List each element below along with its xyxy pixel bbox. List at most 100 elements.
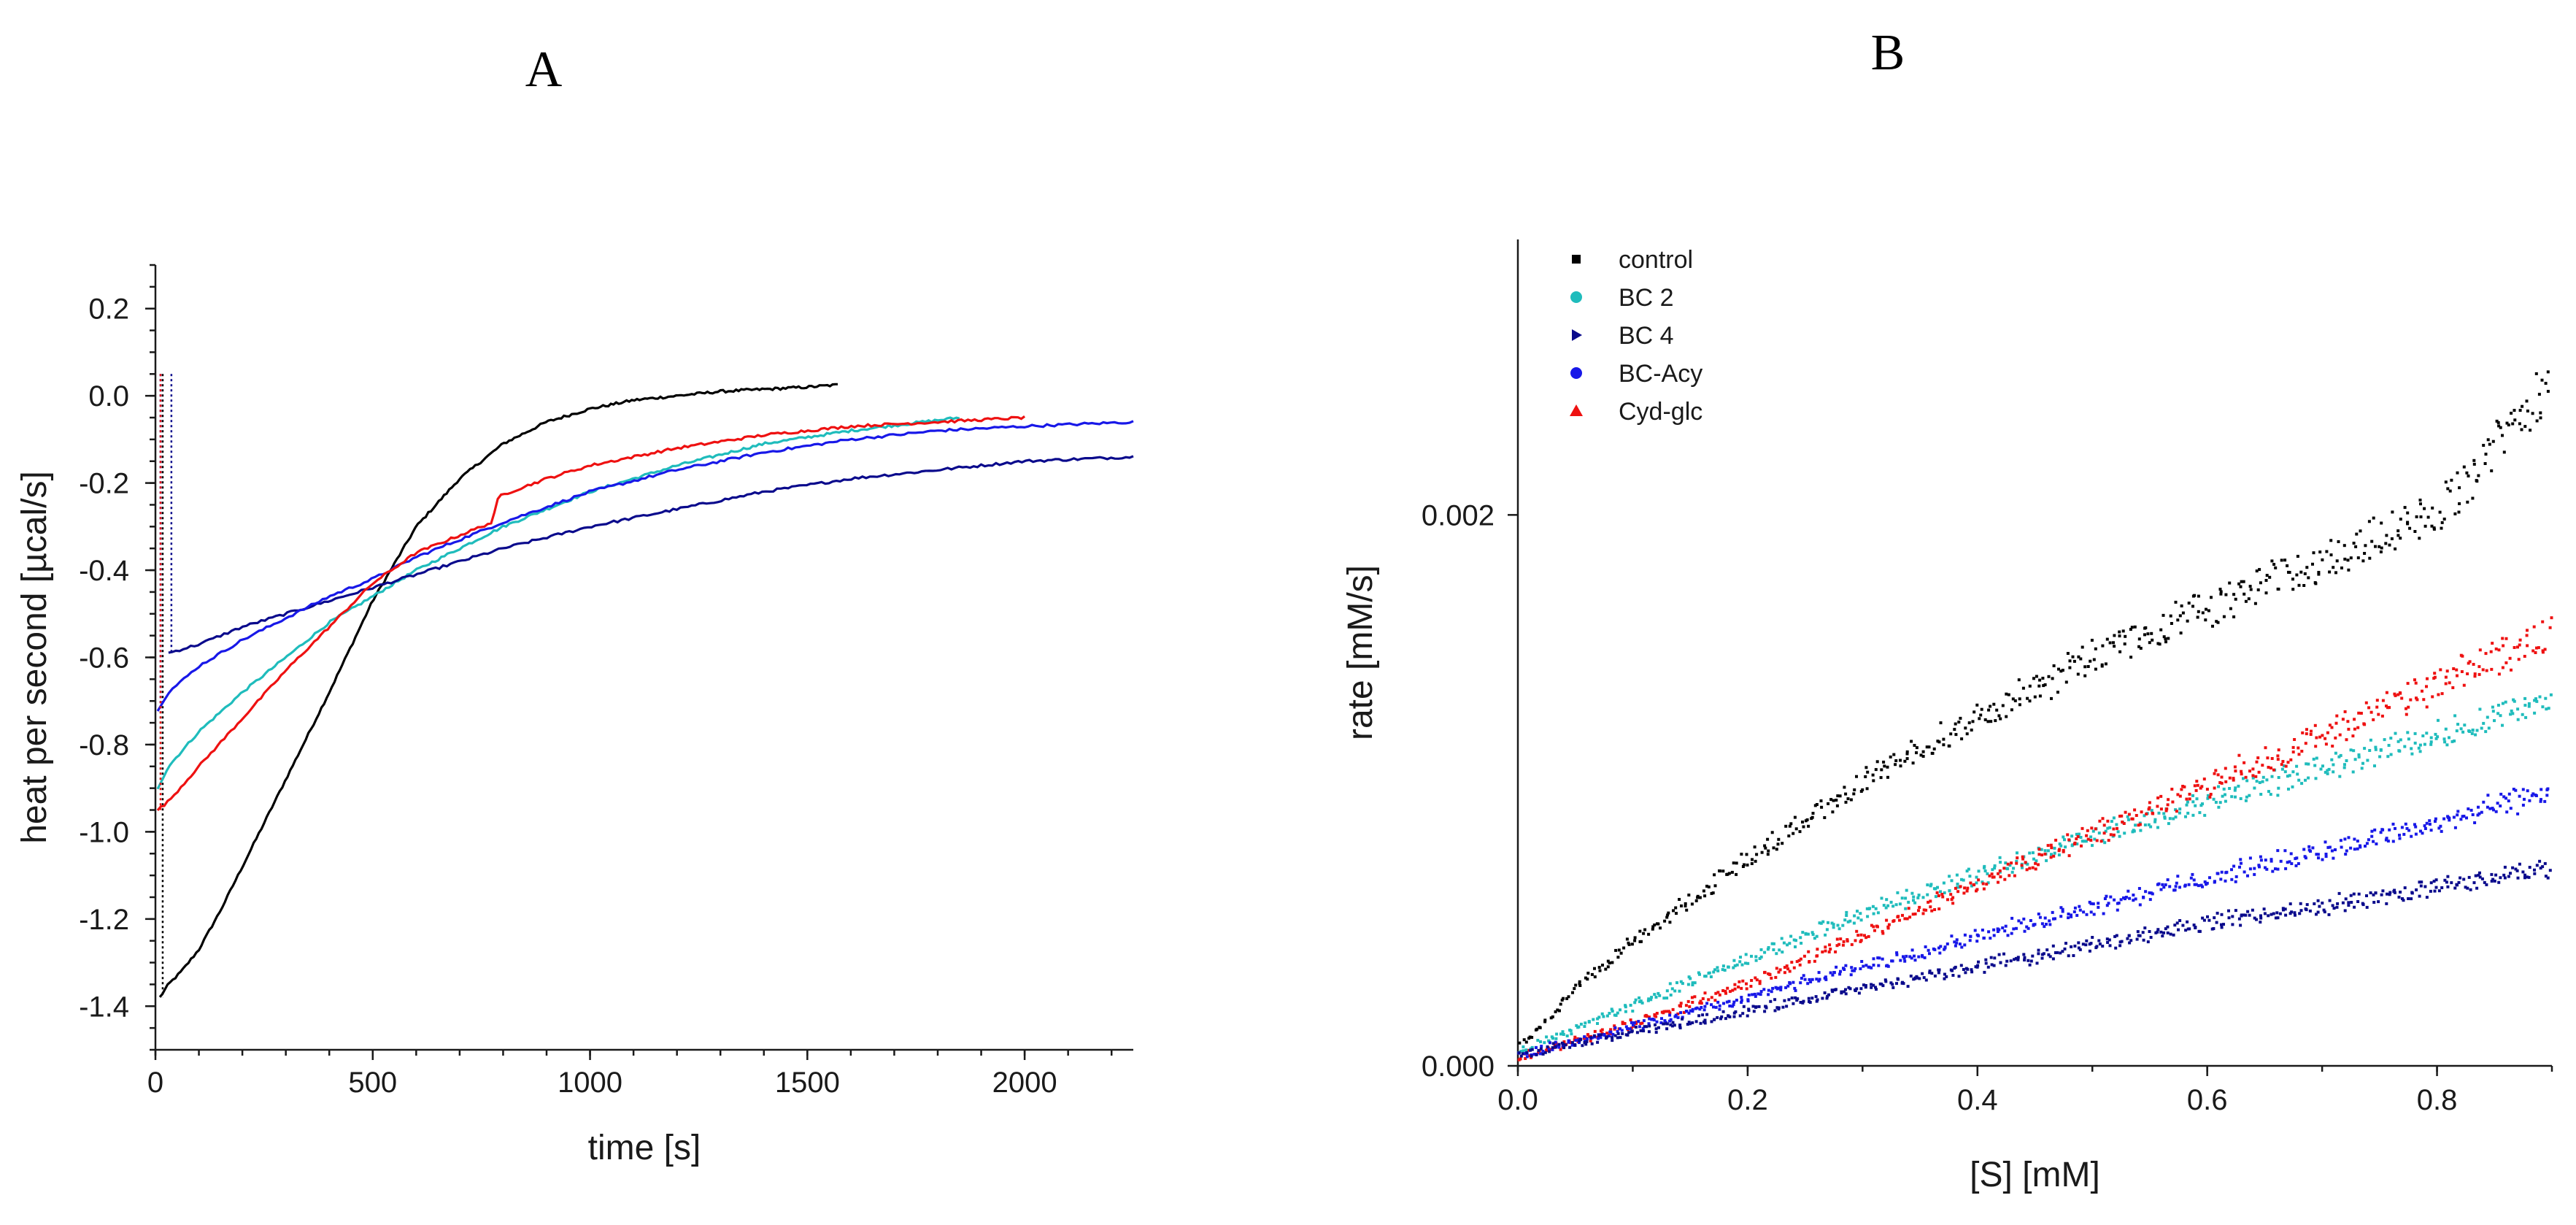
data-point-bc-2 bbox=[2221, 794, 2224, 798]
data-point-bc-acy bbox=[2220, 870, 2224, 874]
data-point-cyd-glc bbox=[2398, 691, 2402, 694]
data-point-bc-acy bbox=[2469, 808, 2473, 812]
data-point-bc-4 bbox=[2523, 876, 2526, 880]
y-tick-label: 0.0 bbox=[88, 380, 129, 412]
data-point-cyd-glc bbox=[2516, 645, 2519, 649]
data-point-bc-2 bbox=[2389, 753, 2393, 756]
data-point-bc-4 bbox=[2503, 876, 2507, 880]
data-point-cyd-glc bbox=[2159, 794, 2163, 798]
data-point-bc-4 bbox=[2464, 886, 2467, 889]
data-point-bc-4 bbox=[1541, 1052, 1545, 1056]
data-point-bc-acy bbox=[2421, 832, 2424, 835]
data-point-bc-2 bbox=[1821, 920, 1825, 923]
data-point-bc-acy bbox=[1973, 929, 1977, 932]
data-point-cyd-glc bbox=[2232, 777, 2235, 780]
data-point-bc-acy bbox=[1835, 965, 1838, 969]
data-point-control bbox=[1743, 863, 1746, 867]
data-point-bc-4 bbox=[2445, 880, 2448, 884]
data-point-bc-4 bbox=[2453, 886, 2457, 890]
data-point-control bbox=[1524, 1040, 1528, 1044]
data-point-bc-acy bbox=[1818, 978, 1821, 981]
data-point-control bbox=[2057, 667, 2060, 671]
data-point-control bbox=[1571, 991, 1574, 994]
data-point-bc-acy bbox=[2482, 800, 2486, 804]
data-point-control bbox=[2431, 506, 2434, 510]
data-point-control bbox=[2484, 453, 2488, 456]
data-point-bc-acy bbox=[2516, 812, 2520, 815]
data-point-bc-2 bbox=[2524, 715, 2528, 719]
data-point-bc-4 bbox=[1773, 1009, 1777, 1013]
data-point-bc-2 bbox=[1942, 881, 1946, 885]
data-point-bc-acy bbox=[1850, 966, 1854, 969]
data-point-bc-4 bbox=[2016, 956, 2020, 959]
data-point-bc-acy bbox=[2191, 872, 2194, 876]
data-point-control bbox=[1874, 768, 1878, 772]
data-point-bc-4 bbox=[1543, 1051, 1547, 1054]
data-point-bc-2 bbox=[1955, 873, 1959, 877]
data-point-control bbox=[2368, 556, 2372, 560]
data-point-control bbox=[2094, 667, 2097, 671]
data-point-control bbox=[2471, 496, 2475, 500]
data-point-control bbox=[2143, 633, 2146, 637]
data-point-control bbox=[1831, 810, 1835, 814]
data-point-bc-4 bbox=[1747, 1009, 1751, 1013]
data-point-bc-2 bbox=[2482, 721, 2486, 725]
data-point-control bbox=[1543, 1020, 1547, 1024]
data-point-bc-4 bbox=[1754, 1005, 1758, 1009]
data-point-bc-2 bbox=[2315, 756, 2318, 760]
data-point-cyd-glc bbox=[1872, 925, 1875, 929]
data-point-cyd-glc bbox=[1527, 1054, 1531, 1058]
data-point-control bbox=[2497, 424, 2501, 428]
data-point-control bbox=[2268, 575, 2272, 579]
data-point-bc-4 bbox=[1584, 1042, 1588, 1046]
data-point-bc-4 bbox=[2243, 913, 2245, 917]
data-point-cyd-glc bbox=[2305, 732, 2308, 736]
data-point-cyd-glc bbox=[1573, 1035, 1577, 1039]
data-point-cyd-glc bbox=[1997, 872, 2000, 875]
data-point-bc-2 bbox=[2028, 851, 2032, 855]
data-point-bc-4 bbox=[1957, 975, 1961, 978]
data-point-cyd-glc bbox=[2052, 854, 2056, 858]
data-point-bc-acy bbox=[1722, 1002, 1725, 1005]
data-point-bc-2 bbox=[2071, 843, 2075, 847]
data-point-cyd-glc bbox=[2240, 772, 2243, 776]
data-point-bc-2 bbox=[1986, 872, 1989, 875]
data-point-bc-2 bbox=[2058, 842, 2062, 845]
data-point-cyd-glc bbox=[2214, 769, 2218, 772]
data-point-bc-4 bbox=[1974, 965, 1978, 969]
data-point-control bbox=[2419, 502, 2422, 506]
data-point-bc-acy bbox=[1881, 957, 1884, 961]
data-point-bc-acy bbox=[1943, 946, 1947, 950]
data-point-cyd-glc bbox=[2020, 864, 2024, 867]
data-point-bc-4 bbox=[2077, 941, 2081, 945]
data-point-control bbox=[2488, 442, 2491, 446]
data-point-bc-4 bbox=[1872, 983, 1875, 987]
data-point-control bbox=[1835, 804, 1839, 807]
data-point-cyd-glc bbox=[2090, 826, 2094, 830]
data-point-control bbox=[1989, 720, 1993, 723]
data-point-bc-acy bbox=[1703, 1005, 1707, 1008]
data-point-bc-2 bbox=[1841, 923, 1845, 927]
data-point-bc-acy bbox=[2480, 810, 2483, 814]
y-tick-label: -0.2 bbox=[79, 468, 129, 500]
data-point-bc-2 bbox=[1647, 997, 1651, 1001]
data-point-bc-acy bbox=[1732, 1000, 1736, 1004]
data-point-control bbox=[2483, 462, 2487, 465]
data-point-bc-2 bbox=[2199, 804, 2203, 807]
data-point-cyd-glc bbox=[1741, 979, 1745, 983]
data-point-bc-4 bbox=[1694, 1020, 1698, 1024]
data-point-bc-acy bbox=[2330, 849, 2334, 853]
data-point-bc-2 bbox=[2444, 727, 2448, 731]
data-point-bc-2 bbox=[1975, 881, 1978, 885]
data-point-bc-4 bbox=[1821, 996, 1824, 1000]
data-point-cyd-glc bbox=[1873, 929, 1876, 932]
data-point-control bbox=[2499, 426, 2502, 429]
data-point-bc-acy bbox=[1681, 1015, 1684, 1019]
data-point-bc-4 bbox=[1765, 1006, 1768, 1010]
data-point-bc-4 bbox=[1579, 1037, 1583, 1041]
data-point-bc-acy bbox=[2499, 804, 2502, 807]
data-point-bc-4 bbox=[2372, 901, 2376, 904]
data-point-cyd-glc bbox=[2548, 626, 2552, 629]
data-point-bc-2 bbox=[1624, 1005, 1627, 1009]
data-point-bc-acy bbox=[1982, 936, 1986, 940]
